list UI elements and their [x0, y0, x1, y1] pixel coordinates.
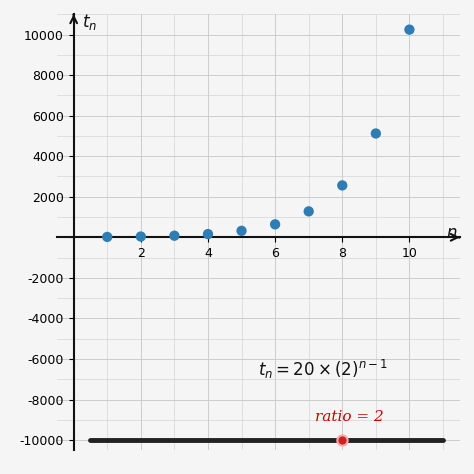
Point [271, 220, 279, 228]
Text: $t_n$: $t_n$ [82, 12, 97, 32]
Point [238, 227, 246, 235]
Point [305, 208, 312, 215]
Point [338, 437, 346, 444]
Text: ratio = 2: ratio = 2 [315, 410, 384, 424]
Point [171, 232, 178, 239]
Point [204, 230, 212, 238]
Point [137, 233, 145, 240]
Point [406, 26, 413, 34]
Text: $n$: $n$ [447, 225, 458, 242]
Point [103, 233, 111, 241]
Text: $t_n = 20 \times (2)^{n-1}$: $t_n = 20 \times (2)^{n-1}$ [258, 357, 389, 381]
Point [372, 130, 380, 137]
Point [338, 182, 346, 189]
